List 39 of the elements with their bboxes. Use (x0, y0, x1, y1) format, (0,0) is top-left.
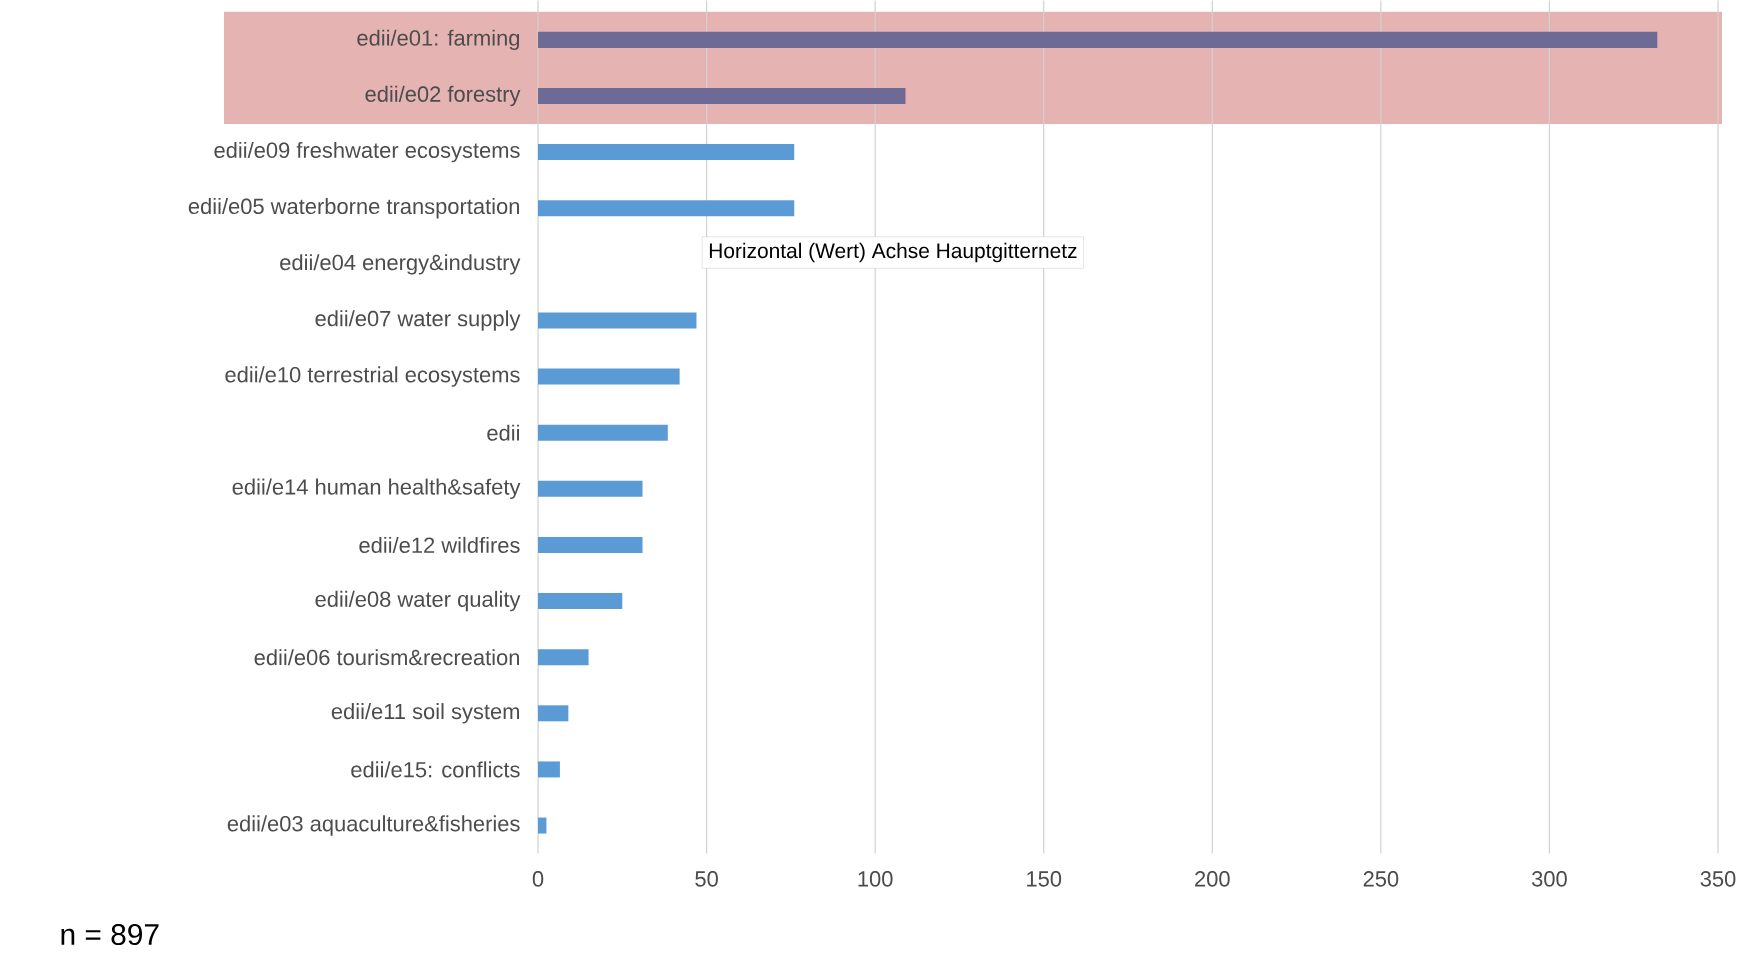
x-tick-label: 200 (1195, 871, 1230, 887)
y-tick-label: edii/e04 energy&industry (280, 254, 521, 275)
bar (538, 32, 1658, 49)
annotation: Horizontal (Wert) Achse Hauptgitternetz (709, 242, 1077, 263)
y-tick-label: edii/e02 forestry (365, 85, 521, 107)
x-tick-label: 0 (532, 871, 544, 887)
y-tick-label: edii/e05 waterborne transportation (188, 198, 519, 219)
y-tick-label: edii/e14 human health&safety (232, 478, 521, 500)
bar (538, 761, 560, 778)
y-tick-label: edii/e06 tourism&recreation (254, 649, 520, 666)
y-tick-label: edii/e15: conflicts (351, 761, 520, 778)
x-tick-label: 150 (1027, 871, 1062, 887)
text: n = 897 (61, 924, 159, 946)
y-tick-label: edii/e11 soil system (331, 703, 520, 724)
x-tick-label: 100 (858, 871, 893, 887)
bar (538, 537, 643, 554)
x-tick-label: 250 (1363, 871, 1399, 887)
y-tick-label: edii/e09 freshwater ecosystems (214, 142, 520, 163)
x-tick-label: 50 (695, 871, 718, 887)
y-tick-label: edii/e12 wildfires (359, 537, 520, 554)
bar (538, 649, 589, 666)
y-tick-label: edii/e07 water supply (315, 310, 521, 331)
y-tick-label: edii (487, 424, 519, 441)
bar (538, 817, 547, 834)
bar (538, 593, 623, 610)
bar (538, 368, 680, 385)
y-tick-label: edii/e10 terrestrial ecosystems (225, 366, 520, 387)
y-tick-label: edii/e03 aquaculture&fisheries (227, 815, 520, 836)
bar (538, 312, 697, 329)
bar (538, 424, 668, 441)
bar (538, 144, 795, 161)
x-tick-label: 350 (1700, 871, 1736, 887)
x-tick-label: 300 (1531, 871, 1567, 887)
bar (538, 200, 795, 217)
bar (538, 705, 569, 722)
y-tick-label: edii/e01: farming (357, 29, 520, 51)
bar (538, 88, 906, 105)
y-tick-label: edii/e08 water quality (315, 591, 521, 612)
bar (538, 481, 643, 498)
